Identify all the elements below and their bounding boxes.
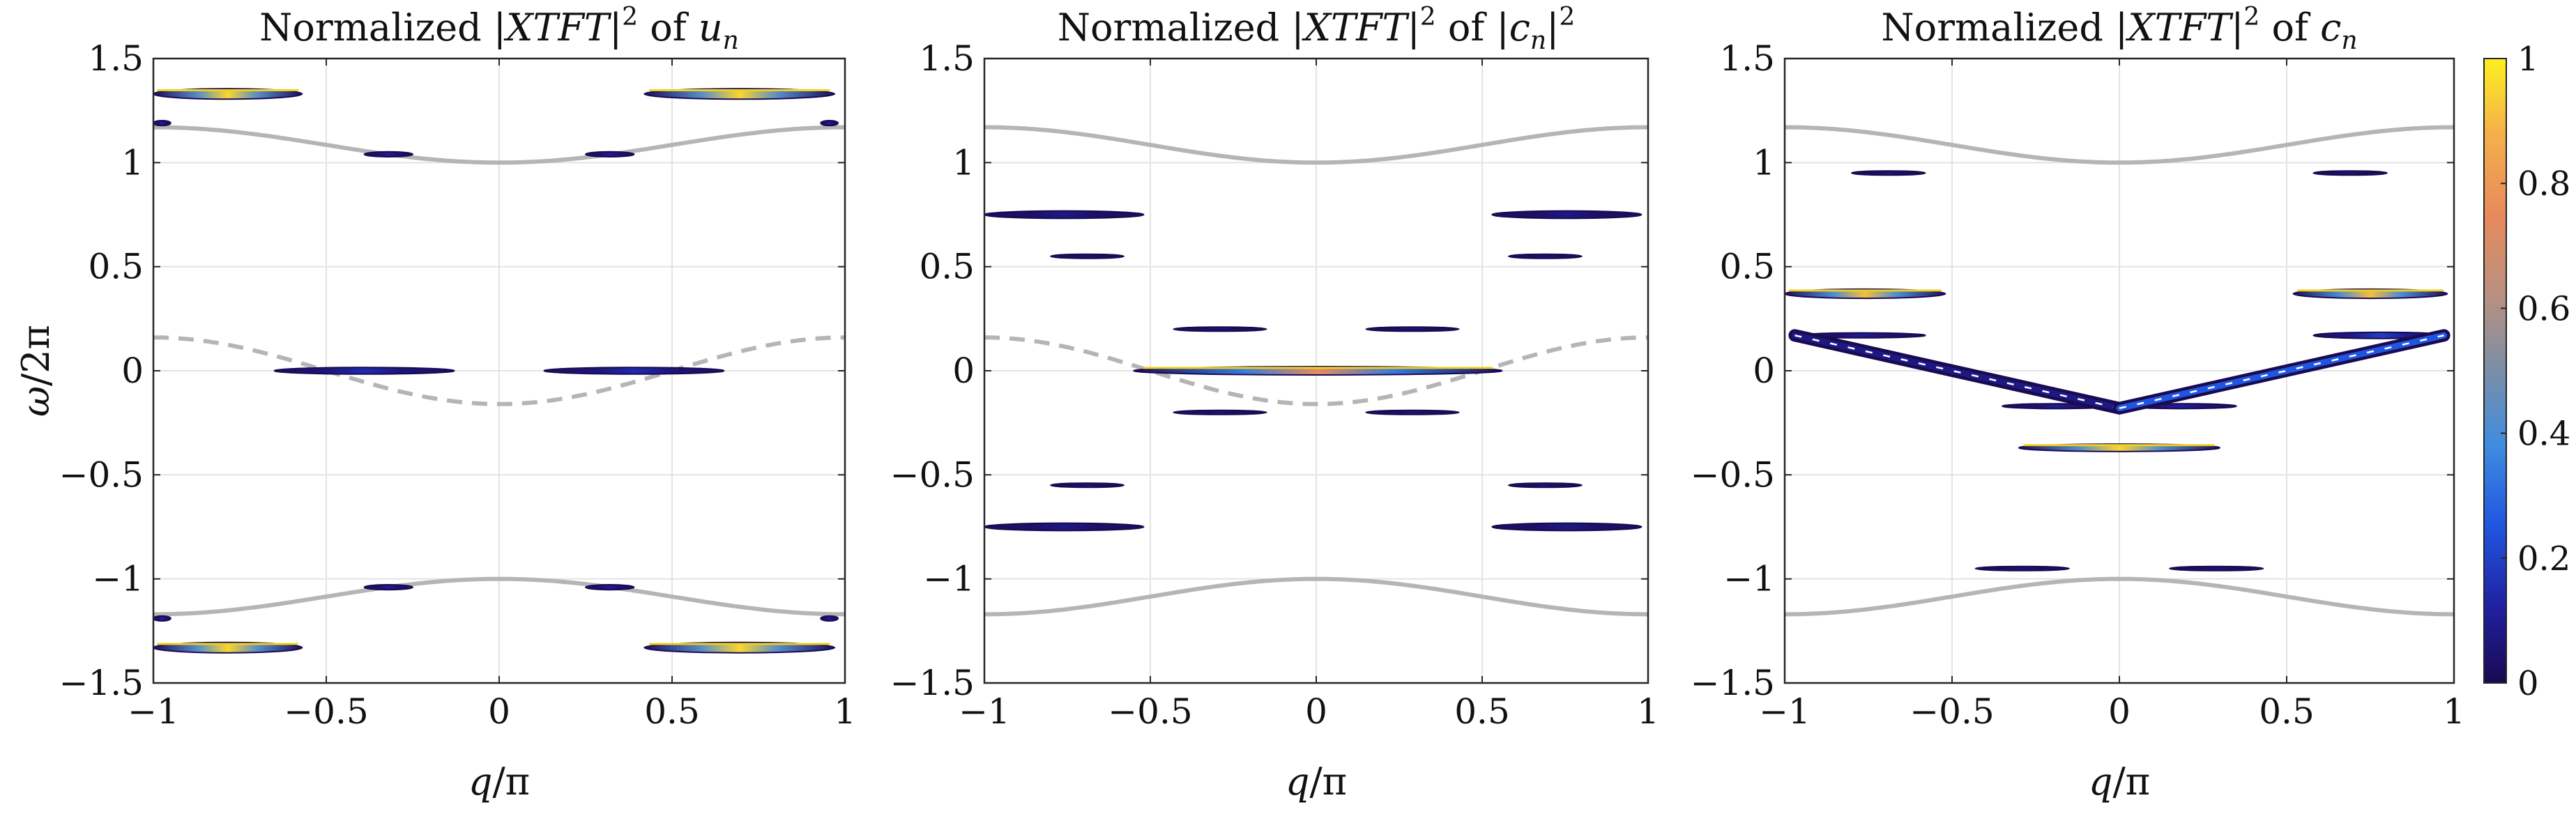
colorbar-tick-label: 0.6 (2517, 289, 2570, 328)
x-tick-label: 1 (2443, 691, 2465, 732)
dispersion-curve-mid (984, 335, 1648, 406)
svg-text:ω/2π: ω/2π (14, 325, 58, 417)
y-tick-label: −1.5 (890, 663, 975, 703)
spectral-band (2312, 170, 2388, 176)
y-tick-label: 1.5 (88, 38, 144, 79)
x-axis-label: q/π (468, 760, 530, 804)
x-tick-label: 1 (1637, 691, 1659, 732)
spectral-band (984, 522, 1145, 532)
colorbar-tick-label: 0.2 (2517, 539, 2570, 578)
x-tick-label: 0 (2108, 691, 2131, 732)
y-tick-label: 1 (1753, 142, 1775, 183)
y-axis-label: ω/2π (14, 325, 58, 417)
spectral-band (543, 367, 725, 375)
colorbar-tick-label: 0.4 (2517, 415, 2570, 454)
x-tick-label: −1 (1759, 691, 1811, 732)
x-tick-label: −1 (128, 691, 179, 732)
spectral-band (1851, 170, 1926, 176)
y-tick-label: 1 (952, 142, 975, 183)
dispersion-curve-lower (153, 576, 845, 617)
x-tick-label: 1 (834, 691, 856, 732)
plot-content (984, 125, 1648, 617)
y-tick-label: −1 (1723, 559, 1775, 599)
panel-title: Normalized |XTFT|2 of cn (1881, 3, 2357, 55)
x-tick-label: 0 (1305, 691, 1327, 732)
plot-content (1785, 125, 2454, 617)
colorbar-gradient (2483, 58, 2507, 684)
x-axis-label: q/π (2089, 760, 2150, 804)
spectral-band (1050, 253, 1125, 259)
y-tick-label: 0.5 (88, 247, 144, 287)
diagonal-branch-gaps-right (2119, 335, 2444, 409)
spectral-band (2169, 565, 2264, 571)
y-tick-label: 0 (952, 351, 975, 391)
x-axis-label: q/π (1286, 760, 1347, 804)
spectral-band (1365, 326, 1460, 332)
diagonal-branch-gaps-left (1794, 335, 2120, 409)
dispersion-curve-upper (153, 125, 845, 165)
colorbar-tick-label: 1 (2517, 40, 2539, 79)
panel-cn: −1 −0.5 0 0.5 1−1.5−1−0.500.511.5Normalized … (1691, 3, 2465, 804)
x-tick-label: −0.5 (284, 691, 368, 732)
spectral-band (1508, 253, 1583, 259)
spectral-band (984, 210, 1145, 220)
spectral-band (363, 151, 414, 158)
spectral-band (585, 584, 635, 591)
spectral-band (363, 584, 414, 591)
panel-title: Normalized |XTFT|2 of |cn|2 (1058, 3, 1576, 55)
spectral-band (1508, 482, 1583, 489)
panel-title: Normalized |XTFT|2 of un (259, 3, 739, 55)
x-tick-label: −0.5 (1108, 691, 1192, 732)
spectral-band (1365, 409, 1460, 415)
y-axis-label-unit: /2π (14, 325, 58, 386)
spectral-band (820, 615, 839, 622)
y-tick-label: 1.5 (919, 38, 975, 79)
y-tick-label: 0.5 (1719, 247, 1775, 287)
panel-abs-cn-squared: −1 −0.5 0 0.5 1−1.5−1−0.500.511.5Normalized … (890, 3, 1659, 804)
dispersion-curve-upper (1785, 125, 2454, 165)
x-tick-label: 0.5 (2259, 691, 2315, 732)
plot-content (153, 88, 845, 654)
y-tick-label: −1 (92, 559, 144, 599)
spectral-band (153, 120, 172, 127)
x-tick-label: −0.5 (1910, 691, 1994, 732)
spectral-band (153, 615, 172, 622)
spectral-band (585, 151, 635, 158)
spectral-band (820, 120, 839, 127)
spectral-band (1173, 326, 1267, 332)
y-tick-label: −1.5 (59, 663, 144, 703)
y-tick-label: 1 (121, 142, 144, 183)
y-tick-label: −0.5 (59, 454, 144, 495)
dispersion-curve-lower (1785, 576, 2454, 617)
x-tick-label: 0.5 (1454, 691, 1510, 732)
y-tick-label: 1.5 (1719, 38, 1775, 79)
y-tick-label: 0 (121, 351, 144, 391)
dispersion-curve-upper (984, 125, 1648, 165)
y-tick-label: 0 (1753, 351, 1775, 391)
y-tick-label: −1 (923, 559, 975, 599)
spectral-band (273, 367, 455, 375)
y-tick-label: −0.5 (890, 454, 975, 495)
spectral-band (1974, 565, 2071, 571)
x-tick-label: 0.5 (644, 691, 700, 732)
spectral-band (1491, 522, 1643, 532)
y-tick-label: −0.5 (1691, 454, 1775, 495)
y-axis-label-symbol: ω (14, 386, 58, 417)
dispersion-curve-lower (984, 576, 1648, 617)
spectral-band (1050, 482, 1125, 489)
spectral-band (1173, 409, 1267, 415)
y-tick-label: 0.5 (919, 247, 975, 287)
colorbar-tick-label: 0.8 (2517, 164, 2570, 204)
dispersion-curve-mid (153, 335, 845, 406)
x-tick-label: 0 (488, 691, 510, 732)
x-tick-label: −1 (959, 691, 1010, 732)
spectral-band (1491, 210, 1643, 220)
colorbar: 0 0.2 0.4 0.6 0.8 1 (2483, 40, 2570, 703)
colorbar-tick-label: 0 (2517, 664, 2539, 703)
panel-un: −1 −0.5 0 0.5 1−1.5−1−0.500.511.5Normalized … (59, 3, 856, 804)
y-tick-label: −1.5 (1691, 663, 1775, 703)
